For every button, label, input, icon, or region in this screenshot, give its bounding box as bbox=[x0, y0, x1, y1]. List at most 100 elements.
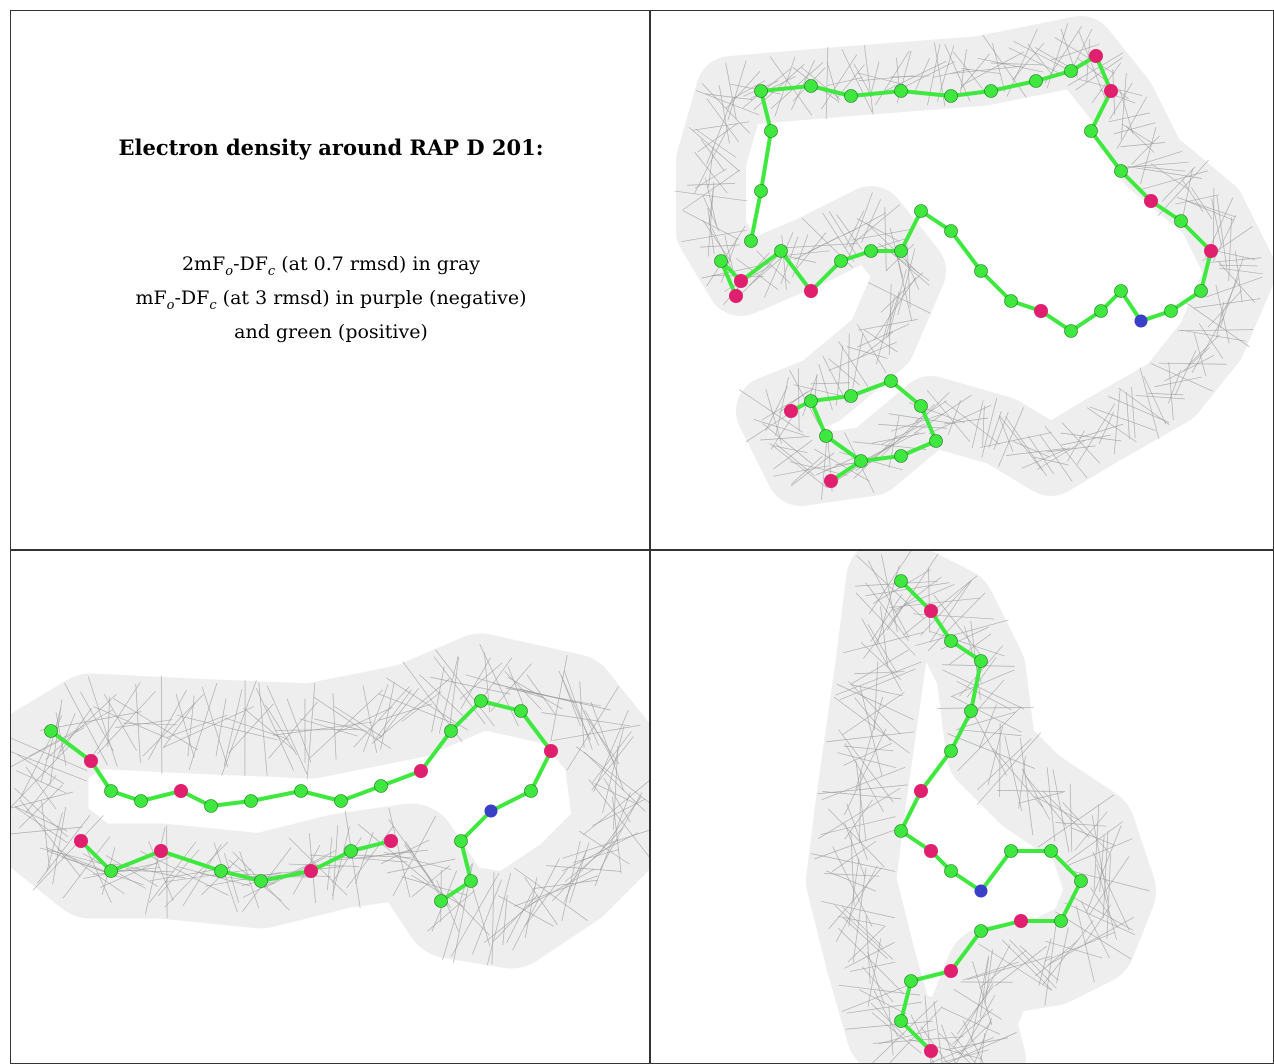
oxygen-atom bbox=[544, 744, 558, 758]
oxygen-atom bbox=[784, 404, 798, 418]
carbon-atom bbox=[514, 704, 528, 718]
carbon-atom bbox=[764, 124, 778, 138]
carbon-atom bbox=[854, 454, 868, 468]
bond bbox=[979, 849, 1013, 893]
carbon-atom bbox=[904, 974, 918, 988]
bond bbox=[489, 789, 533, 813]
bond bbox=[979, 269, 1013, 303]
bond bbox=[949, 929, 983, 973]
carbon-atom bbox=[834, 254, 848, 268]
carbon-atom bbox=[1164, 304, 1178, 318]
oxygen-atom bbox=[804, 284, 818, 298]
oxygen-atom bbox=[1034, 304, 1048, 318]
nitrogen-atom bbox=[1134, 314, 1148, 328]
oxygen-atom bbox=[174, 784, 188, 798]
density-view-3 bbox=[650, 550, 1274, 1064]
bond bbox=[459, 839, 473, 883]
oxygen-atom bbox=[729, 289, 743, 303]
carbon-atom bbox=[964, 704, 978, 718]
oxygen-atom bbox=[414, 764, 428, 778]
bond bbox=[1049, 849, 1083, 883]
bond bbox=[919, 749, 953, 793]
carbon-atom bbox=[844, 389, 858, 403]
carbon-atom bbox=[894, 1014, 908, 1028]
bond bbox=[459, 809, 493, 843]
carbon-atom bbox=[1114, 164, 1128, 178]
bond bbox=[159, 849, 223, 873]
carbon-atom bbox=[204, 799, 218, 813]
ligand-view-3 bbox=[894, 574, 1088, 1058]
carbon-atom bbox=[929, 434, 943, 448]
bond bbox=[849, 379, 893, 398]
carbon-atom bbox=[944, 89, 958, 103]
bond bbox=[519, 709, 553, 753]
carbon-atom bbox=[754, 84, 768, 98]
oxygen-atom bbox=[924, 604, 938, 618]
carbon-atom bbox=[1084, 124, 1098, 138]
carbon-atom bbox=[744, 234, 758, 248]
carbon-atom bbox=[894, 449, 908, 463]
figure-legend: 2mFo-DFc (at 0.7 rmsd) in gray mFo-DFc (… bbox=[11, 251, 649, 345]
carbon-atom bbox=[914, 204, 928, 218]
bond bbox=[79, 839, 113, 873]
carbon-atom bbox=[1044, 844, 1058, 858]
oxygen-atom bbox=[154, 844, 168, 858]
bond bbox=[479, 699, 523, 713]
oxygen-atom bbox=[384, 834, 398, 848]
carbon-atom bbox=[444, 724, 458, 738]
bond bbox=[419, 729, 453, 773]
carbon-atom bbox=[294, 784, 308, 798]
carbon-atom bbox=[214, 864, 228, 878]
carbon-atom bbox=[104, 864, 118, 878]
bond bbox=[899, 89, 953, 98]
oxygen-atom bbox=[304, 864, 318, 878]
legend-line-3: and green (positive) bbox=[234, 320, 428, 343]
bond bbox=[1119, 169, 1153, 203]
figure-grid: Electron density around RAP D 201: 2mFo-… bbox=[10, 10, 1274, 1064]
carbon-atom bbox=[334, 794, 348, 808]
carbon-atom bbox=[864, 244, 878, 258]
legend-line-2: mFo-DFc (at 3 rmsd) in purple (negative) bbox=[135, 286, 527, 313]
carbon-atom bbox=[1054, 914, 1068, 928]
oxygen-atom bbox=[1014, 914, 1028, 928]
bond bbox=[1059, 879, 1083, 923]
carbon-atom bbox=[1004, 294, 1018, 308]
bond bbox=[529, 749, 553, 793]
carbon-atom bbox=[524, 784, 538, 798]
electron-density-image-1 bbox=[674, 16, 1273, 506]
nitrogen-atom bbox=[974, 884, 988, 898]
ring-view-1 bbox=[784, 374, 943, 488]
bond bbox=[949, 709, 973, 753]
carbon-atom bbox=[894, 574, 908, 588]
oxygen-atom bbox=[74, 834, 88, 848]
density-mesh bbox=[806, 551, 1156, 1063]
bond bbox=[809, 259, 843, 293]
density-view-2 bbox=[10, 550, 650, 1064]
density-mesh bbox=[11, 633, 649, 969]
carbon-atom bbox=[374, 779, 388, 793]
bond bbox=[749, 189, 763, 243]
carbon-atom bbox=[819, 429, 833, 443]
carbon-atom bbox=[974, 924, 988, 938]
bond bbox=[259, 869, 313, 883]
bond bbox=[109, 849, 163, 873]
oxygen-atom bbox=[1089, 49, 1103, 63]
carbon-atom bbox=[944, 744, 958, 758]
carbon-atom bbox=[714, 254, 728, 268]
carbon-atom bbox=[804, 394, 818, 408]
carbon-atom bbox=[1094, 304, 1108, 318]
carbon-atom bbox=[894, 244, 908, 258]
bond bbox=[309, 849, 353, 873]
bond bbox=[949, 229, 983, 273]
oxygen-atom bbox=[824, 474, 838, 488]
oxygen-atom bbox=[84, 754, 98, 768]
bond bbox=[739, 249, 783, 283]
carbon-atom bbox=[944, 634, 958, 648]
ligand-view-2 bbox=[44, 694, 558, 908]
carbon-atom bbox=[474, 694, 488, 708]
density-view-1 bbox=[650, 10, 1274, 550]
carbon-atom bbox=[984, 84, 998, 98]
bond bbox=[299, 789, 343, 803]
carbon-atom bbox=[1029, 74, 1043, 88]
bond bbox=[449, 699, 483, 733]
